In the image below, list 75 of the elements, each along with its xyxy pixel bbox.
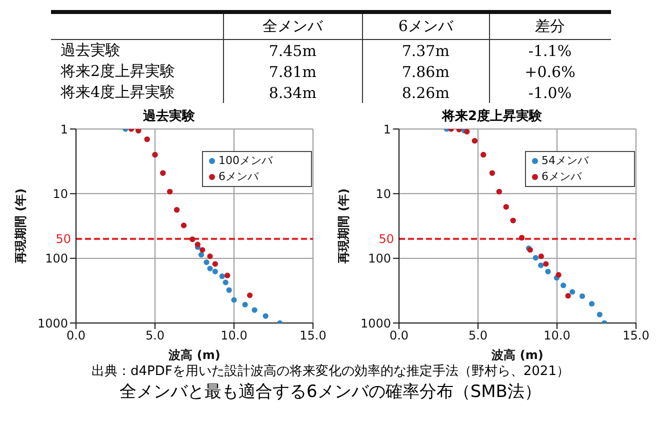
ref-line-label: 50 [55, 232, 70, 246]
point [555, 272, 561, 278]
point [538, 253, 544, 260]
data-label: -1.1% [489, 40, 610, 61]
point [224, 272, 230, 278]
point [222, 280, 228, 286]
point [203, 259, 209, 266]
x-tick-label: 5.0 [144, 328, 164, 343]
x-tick-label: 5.0 [468, 328, 488, 343]
point [564, 293, 570, 299]
point [242, 302, 248, 308]
point [532, 254, 538, 261]
legend-label: 6メンバ [218, 170, 258, 183]
text: 6メンバ [362, 12, 490, 40]
y-axis-title: 再現期間 (年) [336, 188, 350, 265]
point [218, 273, 224, 280]
category-label: 将来4度上昇実験 [60, 82, 176, 103]
x-tick-label: 10.0 [543, 328, 570, 343]
x-axis-title: 波高 (m) [490, 348, 543, 362]
y-tick-label: 1000 [36, 316, 68, 330]
y-tick-label: 10 [52, 186, 68, 201]
data-label: 7.45m [223, 40, 362, 61]
x-tick-label: 10.0 [220, 328, 247, 343]
data-label: 7.86m [362, 61, 490, 82]
y-tick-label: 100 [368, 252, 390, 266]
source-note: 出典：d4PDFを用いた設計波高の将来変化の効率的な推定手法（野村ら、2021） [90, 363, 570, 381]
x-tick-label: 0.0 [388, 328, 408, 343]
legend-label: 100メンバ [218, 154, 272, 167]
point [542, 261, 548, 267]
point [588, 301, 594, 307]
text: 全メンバ [223, 12, 362, 40]
point [569, 289, 575, 295]
data-label: +0.6% [489, 61, 610, 82]
data-label: -1.0% [489, 82, 610, 103]
point [206, 253, 212, 260]
ref-line-label: 50 [378, 232, 394, 246]
chart-title: 過去実験 [142, 108, 196, 124]
point [246, 292, 252, 298]
point [464, 129, 470, 134]
legend-label: 6メンバ [542, 170, 582, 183]
y-tick-label: 1 [60, 122, 68, 136]
point [578, 293, 585, 299]
data-label: 8.34m [223, 82, 362, 103]
chart-title: 将来2度上昇実験 [440, 108, 544, 124]
y-axis-title: 再現期間 (年) [12, 188, 27, 265]
y-tick-label: 100 [44, 252, 68, 266]
text: 全メンバと最も適合する6メンバの確率分布（SMB法） [118, 381, 542, 403]
point [212, 261, 218, 267]
y-tick-label: 1000 [360, 316, 390, 330]
point [198, 252, 204, 258]
data-label: 7.37m [362, 40, 490, 61]
category-label: 将来2度上昇実験 [60, 61, 176, 82]
data-label: 7.81m [223, 61, 362, 82]
point [262, 313, 268, 319]
y-tick-label: 10 [375, 186, 390, 201]
x-tick-label: 15.0 [622, 328, 649, 343]
point [251, 307, 257, 313]
point [596, 312, 602, 318]
point [226, 287, 232, 293]
category-label: 過去実験 [60, 40, 122, 61]
x-tick-label: 0.0 [66, 328, 86, 343]
point [538, 262, 544, 268]
point [560, 282, 566, 288]
x-tick-label: 15.0 [299, 328, 326, 343]
legend-label: 54メンバ [542, 154, 588, 167]
y-tick-label: 1 [382, 122, 390, 136]
text: 差分 [489, 12, 610, 40]
point [230, 297, 236, 303]
point [212, 268, 218, 274]
data-label: 8.26m [362, 82, 490, 103]
point [199, 247, 205, 253]
point [206, 266, 212, 272]
point [544, 268, 550, 274]
x-axis-title: 波高 (m) [167, 348, 220, 362]
point [194, 242, 200, 248]
